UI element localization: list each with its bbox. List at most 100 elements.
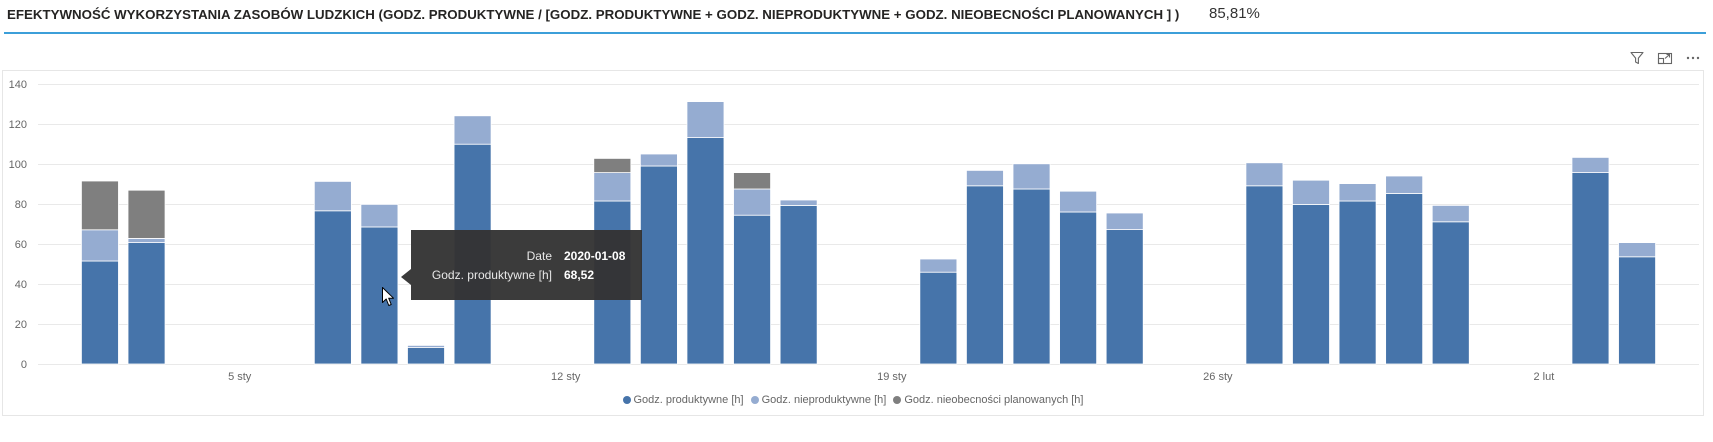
bar-godz-nieproduktywne-h-2020-01-16[interactable] xyxy=(733,188,771,216)
y-axis: 0 20 40 60 80 100 120 140 xyxy=(9,79,27,371)
legend-item-produktywne[interactable]: Godz. produktywne [h] xyxy=(622,392,744,408)
bar-godz-produktywne-h-2020-01-03[interactable] xyxy=(127,242,166,365)
bar-2020-01-08[interactable] xyxy=(360,203,399,365)
bar-2020-02-03[interactable] xyxy=(1571,156,1610,365)
mouse-pointer-icon xyxy=(382,287,394,306)
bar-godz-nieproduktywne-h-2020-01-13[interactable] xyxy=(593,172,632,202)
bar-godz-produktywne-h-2020-01-30[interactable] xyxy=(1385,192,1424,365)
y-tick-label-0: 0 xyxy=(21,359,27,371)
tooltip-label: Godz. produktywne [h] xyxy=(431,268,552,282)
x-tick-label-2020-02-02: 2 lut xyxy=(1533,371,1554,383)
bar-godz-nieproduktywne-h-2020-01-31[interactable] xyxy=(1431,204,1470,223)
bar-godz-produktywne-h-2020-01-24[interactable] xyxy=(1105,229,1144,365)
bar-godz-nieproduktywne-h-2020-01-29[interactable] xyxy=(1338,183,1377,202)
legend-label: Godz. nieobecności planowanych [h] xyxy=(904,394,1084,406)
filter-icon[interactable] xyxy=(1629,50,1645,66)
bar-2020-01-20[interactable] xyxy=(919,258,958,365)
bar-godz-produktywne-h-2020-02-03[interactable] xyxy=(1571,172,1610,365)
bar-godz-produktywne-h-2020-01-16[interactable] xyxy=(733,214,771,365)
bar-godz-produktywne-h-2020-01-28[interactable] xyxy=(1292,203,1330,365)
bar-godz-produktywne-h-2020-01-07[interactable] xyxy=(313,210,352,365)
bar-godz-nieproduktywne-h-2020-01-08[interactable] xyxy=(360,203,399,228)
visual-header-toolbar xyxy=(1629,50,1701,66)
bar-godz-nieproduktywne-h-2020-01-28[interactable] xyxy=(1292,179,1330,205)
bar-2020-01-14[interactable] xyxy=(639,153,678,365)
bar-godz-produktywne-h-2020-01-27[interactable] xyxy=(1245,185,1284,365)
legend-item-nieproduktywne[interactable]: Godz. nieproduktywne [h] xyxy=(750,392,887,408)
bar-2020-01-17[interactable] xyxy=(779,199,818,365)
bar-godz-nieproduktywne-h-2020-01-07[interactable] xyxy=(313,180,352,212)
bar-godz-nieproduktywne-h-2020-01-10[interactable] xyxy=(453,115,492,145)
bar-2020-01-27[interactable] xyxy=(1245,162,1284,365)
bar-godz-nieproduktywne-h-2020-01-27[interactable] xyxy=(1245,162,1284,187)
bar-2020-01-23[interactable] xyxy=(1059,190,1098,365)
bar-2020-01-16[interactable] xyxy=(733,172,771,365)
bar-godz-produktywne-h-2020-01-15[interactable] xyxy=(686,137,725,365)
bar-2020-01-31[interactable] xyxy=(1431,204,1470,365)
tooltip-label: Date xyxy=(526,249,552,263)
bar-godz-nieobecnosci-planowanych-h-2020-01-03[interactable] xyxy=(127,189,166,239)
y-tick-label-40: 40 xyxy=(15,279,27,291)
bar-godz-nieproduktywne-h-2020-01-21[interactable] xyxy=(966,169,1004,187)
bar-godz-nieproduktywne-h-2020-01-22[interactable] xyxy=(1012,163,1051,190)
legend-label: Godz. produktywne [h] xyxy=(633,394,744,406)
tooltip-value: 2020-01-08 xyxy=(564,249,626,263)
bar-godz-produktywne-h-2020-01-08[interactable] xyxy=(360,226,399,365)
more-options-icon[interactable] xyxy=(1685,50,1701,66)
tooltip-value: 68,52 xyxy=(564,268,595,282)
header-underline xyxy=(4,32,1706,34)
bar-godz-nieproduktywne-h-2020-01-20[interactable] xyxy=(919,258,958,273)
bar-2020-01-24[interactable] xyxy=(1105,212,1144,365)
bar-godz-produktywne-h-2020-01-14[interactable] xyxy=(639,165,678,365)
x-tick-label-2020-01-26: 26 sty xyxy=(1203,371,1233,383)
legend-marker xyxy=(893,396,902,404)
bar-godz-nieobecnosci-planowanych-h-2020-01-16[interactable] xyxy=(733,172,771,190)
bar-godz-produktywne-h-2020-01-09[interactable] xyxy=(407,347,445,365)
bar-godz-produktywne-h-2020-01-21[interactable] xyxy=(966,185,1004,365)
bar-2020-01-07[interactable] xyxy=(313,180,352,365)
bar-godz-produktywne-h-2020-01-29[interactable] xyxy=(1338,200,1377,365)
bar-godz-produktywne-h-2020-01-23[interactable] xyxy=(1059,211,1098,365)
chart-tooltip: Date 2020-01-08 Godz. produktywne [h] 68… xyxy=(401,230,642,300)
bar-godz-nieproduktywne-h-2020-01-09[interactable] xyxy=(407,344,445,348)
legend-item-nieobecnosci[interactable]: Godz. nieobecności planowanych [h] xyxy=(893,392,1083,408)
bar-godz-produktywne-h-2020-02-04[interactable] xyxy=(1618,256,1656,365)
bar-2020-02-04[interactable] xyxy=(1618,242,1656,365)
bar-godz-nieproduktywne-h-2020-01-15[interactable] xyxy=(686,101,725,138)
chart-legend: Godz. produktywne [h] Godz. nieproduktyw… xyxy=(2,392,1704,408)
bar-2020-01-03[interactable] xyxy=(127,189,166,365)
bar-2020-01-28[interactable] xyxy=(1292,179,1330,365)
bar-2020-01-21[interactable] xyxy=(966,169,1004,365)
bar-godz-nieobecnosci-planowanych-h-2020-01-13[interactable] xyxy=(593,157,632,173)
bar-godz-nieproduktywne-h-2020-01-30[interactable] xyxy=(1385,175,1424,194)
kpi-value: 85,81% xyxy=(1209,5,1260,22)
bar-godz-nieproduktywne-h-2020-01-24[interactable] xyxy=(1105,212,1144,231)
bar-2020-01-02[interactable] xyxy=(81,180,119,365)
bar-godz-nieproduktywne-h-2020-01-23[interactable] xyxy=(1059,190,1098,213)
focus-mode-icon[interactable] xyxy=(1657,50,1673,66)
bar-godz-produktywne-h-2020-01-20[interactable] xyxy=(919,271,958,365)
bar-godz-produktywne-h-2020-01-31[interactable] xyxy=(1431,221,1470,365)
y-tick-label-80: 80 xyxy=(15,199,27,211)
x-tick-label-2020-01-12: 12 sty xyxy=(551,371,581,383)
bar-godz-produktywne-h-2020-01-22[interactable] xyxy=(1012,188,1051,365)
legend-label: Godz. nieproduktywne [h] xyxy=(761,394,887,406)
bar-2020-01-29[interactable] xyxy=(1338,183,1377,365)
bar-godz-nieproduktywne-h-2020-01-03[interactable] xyxy=(127,237,166,243)
bar-2020-01-30[interactable] xyxy=(1385,175,1424,365)
bar-godz-nieobecnosci-planowanych-h-2020-01-02[interactable] xyxy=(81,180,119,231)
bar-godz-nieproduktywne-h-2020-01-17[interactable] xyxy=(779,199,818,206)
bar-2020-01-09[interactable] xyxy=(407,344,445,365)
bar-godz-nieproduktywne-h-2020-02-03[interactable] xyxy=(1571,156,1610,173)
bar-godz-produktywne-h-2020-01-17[interactable] xyxy=(779,204,818,365)
x-axis: 5 sty 12 sty 19 sty 26 sty 2 lut xyxy=(228,371,1554,383)
bar-2020-01-15[interactable] xyxy=(686,101,725,365)
bar-godz-produktywne-h-2020-01-02[interactable] xyxy=(81,260,119,365)
bar-2020-01-22[interactable] xyxy=(1012,163,1051,365)
y-tick-label-140: 140 xyxy=(9,79,27,91)
bar-godz-nieproduktywne-h-2020-01-02[interactable] xyxy=(81,229,119,262)
legend-marker xyxy=(750,396,759,404)
bar-godz-nieproduktywne-h-2020-02-04[interactable] xyxy=(1618,242,1656,258)
bar-godz-nieproduktywne-h-2020-01-14[interactable] xyxy=(639,153,678,167)
